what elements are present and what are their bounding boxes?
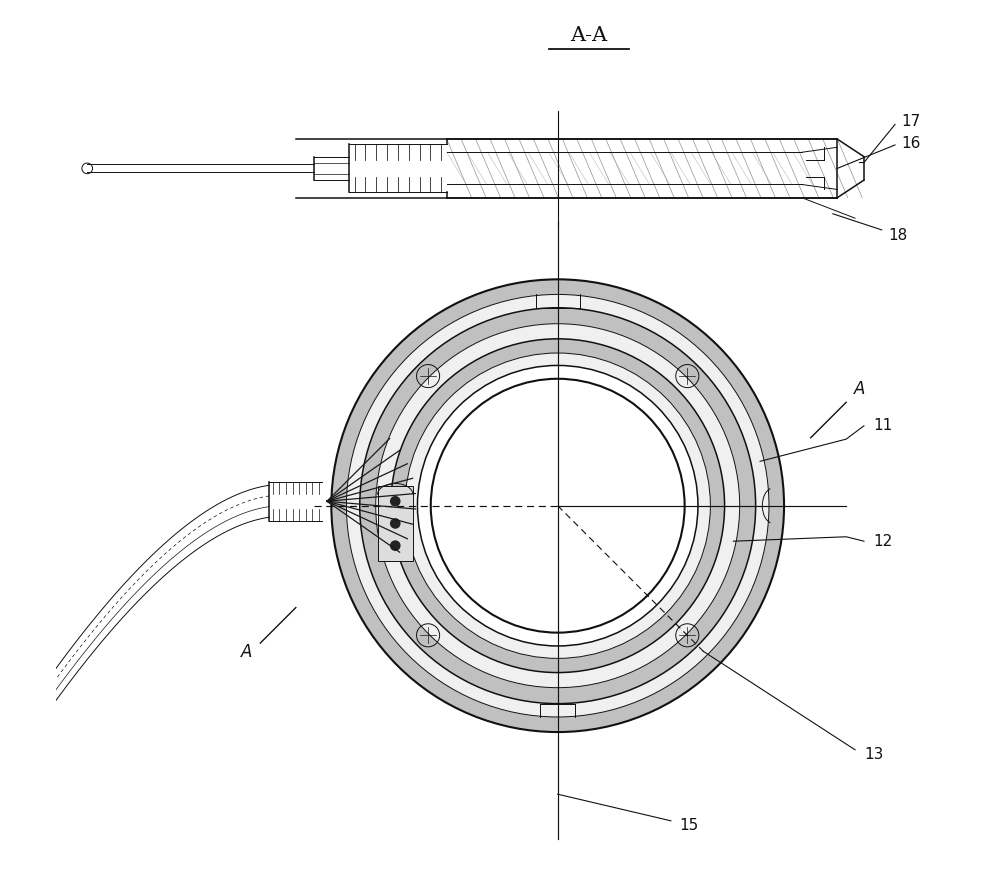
Text: A: A [854, 380, 865, 398]
Circle shape [390, 518, 401, 529]
Circle shape [390, 540, 401, 551]
Text: 13: 13 [864, 746, 883, 762]
Circle shape [390, 495, 401, 506]
Polygon shape [331, 280, 784, 732]
Text: A: A [241, 643, 253, 661]
Text: 18: 18 [888, 228, 907, 243]
Text: 16: 16 [901, 136, 921, 151]
Bar [378, 486, 413, 561]
Polygon shape [376, 323, 740, 687]
Text: A-A: A-A [570, 26, 607, 45]
Text: 11: 11 [873, 418, 892, 434]
Polygon shape [391, 339, 725, 673]
Text: 12: 12 [873, 534, 892, 548]
Polygon shape [360, 307, 756, 703]
Polygon shape [346, 295, 769, 717]
Polygon shape [405, 353, 710, 659]
Text: 17: 17 [901, 114, 920, 129]
Text: 15: 15 [680, 818, 699, 832]
